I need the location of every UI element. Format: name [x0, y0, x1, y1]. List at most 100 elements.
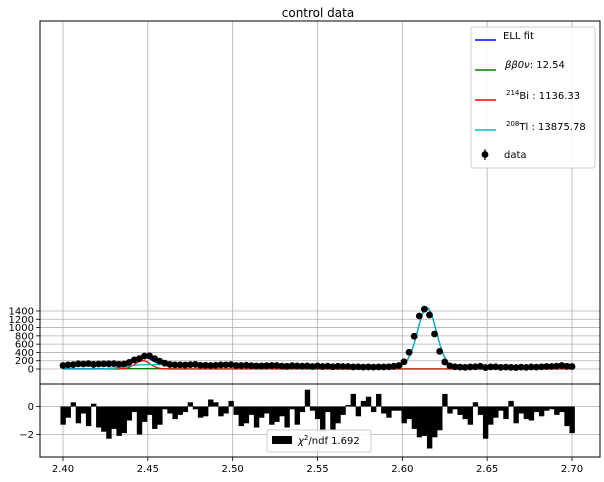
residual-bar	[452, 406, 458, 410]
data-point	[492, 363, 500, 371]
data-point	[74, 360, 82, 368]
data-point	[446, 362, 454, 370]
residual-bar	[172, 406, 178, 420]
residual-bar	[335, 406, 341, 424]
data-point	[349, 363, 357, 371]
residual-legend-label: χ2/ndf 1.692	[297, 434, 360, 447]
residual-bar	[157, 406, 163, 425]
data-point	[431, 330, 438, 338]
x-ticks: 2.40 2.45 2.50 2.55 2.60 2.65 2.70	[52, 457, 583, 475]
residual-bar	[253, 406, 260, 428]
data-point	[370, 363, 377, 371]
legend-tl-value: : 13875.78	[528, 122, 585, 133]
data-point	[365, 363, 372, 371]
data-point	[334, 362, 342, 370]
residual-bar	[381, 406, 387, 414]
residual-y-ticks: 0 −2	[19, 402, 40, 441]
data-point	[151, 355, 159, 363]
main-y-tick-label: 1400	[9, 307, 34, 318]
residual-bar	[320, 406, 326, 432]
residual-bar	[182, 406, 189, 413]
residual-bar	[116, 406, 122, 436]
residual-bar	[96, 406, 102, 428]
data-point	[522, 363, 530, 371]
main-y-tick-label: 1200	[9, 315, 34, 326]
residual-bar	[213, 402, 219, 407]
data-point	[385, 363, 393, 371]
residual-bar	[549, 406, 555, 410]
data-point	[90, 361, 97, 368]
data-point	[395, 362, 403, 369]
residual-bar	[396, 406, 402, 411]
residual-bar	[131, 406, 138, 413]
residual-bar	[523, 406, 530, 420]
main-y-tick-label: 400	[15, 348, 34, 359]
residual-bar	[141, 406, 148, 422]
data-point	[487, 363, 494, 371]
data-point	[517, 363, 525, 371]
residual-bar	[314, 406, 321, 420]
residual-bar	[360, 400, 367, 407]
residual-bar	[85, 406, 92, 427]
x-tick-label: 2.45	[137, 464, 159, 475]
data-point	[563, 362, 571, 370]
data-point	[359, 363, 367, 371]
data-point	[451, 363, 459, 371]
main-y-tick-label: 0	[28, 365, 34, 376]
residual-bar	[554, 406, 560, 415]
residual-bar	[294, 406, 300, 425]
residual-bar	[284, 406, 290, 428]
residual-bar	[416, 406, 423, 438]
legend-bi-value: : 1136.33	[529, 91, 580, 102]
residual-bar	[228, 400, 234, 407]
residual-bars	[60, 389, 575, 449]
data-point	[436, 347, 444, 355]
residual-bar	[111, 406, 117, 429]
residual-panel: 0 −2 χ2/ndf 1.692	[19, 383, 601, 458]
data-point	[212, 361, 220, 369]
residual-bar	[564, 406, 570, 427]
legend-entry-bi: 214Bi : 1136.33	[475, 89, 580, 102]
data-point	[283, 362, 291, 370]
residual-bar	[498, 406, 504, 411]
data-point	[125, 358, 133, 366]
data-point	[59, 362, 67, 369]
data-point	[538, 363, 545, 371]
residual-bar	[528, 406, 535, 421]
data-point	[69, 361, 77, 369]
data-point	[222, 361, 230, 369]
x-tick-label: 2.60	[391, 464, 413, 475]
data-point	[288, 362, 296, 370]
data-point	[141, 352, 148, 360]
legend-data-marker	[481, 151, 489, 158]
data-point	[415, 312, 423, 320]
chart-title: control data	[282, 6, 354, 20]
data-point	[380, 363, 388, 371]
data-point	[553, 362, 561, 370]
data-point	[527, 363, 535, 371]
residual-bar	[80, 406, 87, 414]
residual-bar	[152, 406, 158, 429]
data-point	[64, 361, 72, 369]
residual-legend-swatch	[272, 436, 292, 444]
data-point	[507, 363, 515, 371]
x-tick-label: 2.55	[306, 464, 328, 475]
data-point	[232, 362, 240, 369]
residual-bar	[197, 406, 204, 418]
data-point	[268, 362, 276, 369]
residual-bar	[488, 406, 494, 425]
data-point	[354, 363, 362, 371]
data-point	[314, 362, 321, 370]
residual-bar	[269, 406, 275, 425]
data-point	[161, 359, 169, 367]
residual-legend-box	[266, 429, 372, 453]
residual-bar	[559, 406, 565, 413]
residual-legend-chi: χ	[297, 436, 305, 447]
residual-bar	[447, 406, 453, 414]
data-point	[410, 332, 418, 340]
data-point	[217, 361, 225, 369]
residual-bar	[538, 406, 545, 417]
residual-bar	[202, 406, 209, 417]
residual-bar	[365, 396, 372, 407]
residual-frame	[39, 383, 601, 458]
